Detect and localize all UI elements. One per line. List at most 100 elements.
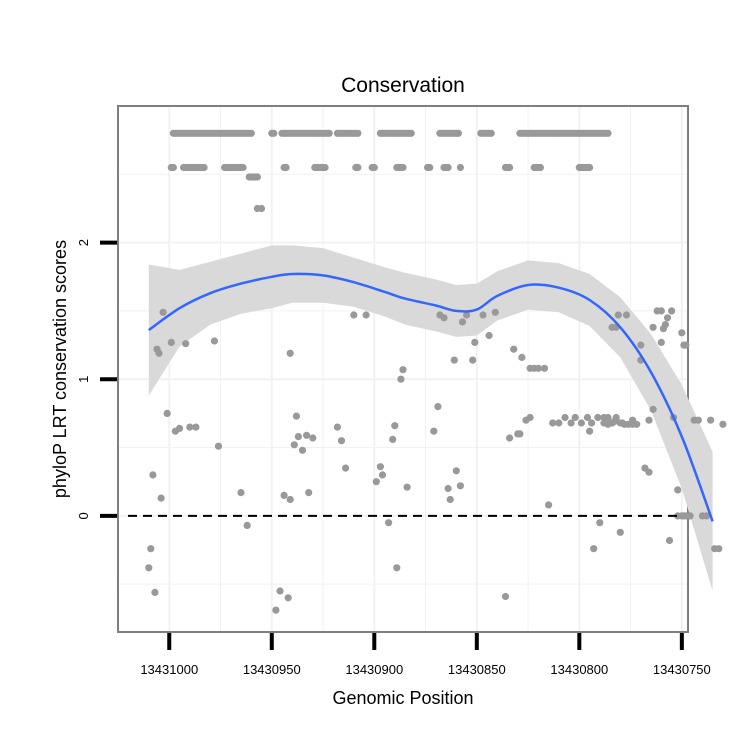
data-point [397, 375, 405, 383]
data-point [169, 163, 177, 172]
data-point [526, 413, 534, 422]
data-point [253, 173, 261, 181]
data-point [376, 463, 384, 471]
data-point [665, 536, 674, 545]
smooth-line-layer [128, 272, 714, 522]
data-point [243, 521, 251, 530]
data-point [452, 467, 460, 475]
data-point [604, 420, 612, 428]
data-point [561, 413, 569, 422]
data-point [272, 606, 280, 614]
data-point [567, 419, 575, 427]
x-tick-label: 13430800 [550, 662, 608, 677]
x-axis-title: Genomic Position [332, 688, 473, 708]
data-point [633, 420, 641, 428]
data-point [506, 163, 514, 172]
data-points-layer [145, 129, 727, 614]
x-tick-label: 13430750 [653, 662, 711, 677]
data-point [549, 419, 557, 427]
data-point [372, 478, 380, 486]
data-point [456, 163, 464, 172]
data-point [440, 314, 448, 322]
data-point [657, 307, 665, 315]
data-point [362, 311, 370, 319]
data-point [280, 491, 288, 499]
data-point [471, 338, 479, 346]
data-point [604, 129, 612, 137]
data-point [661, 321, 670, 329]
data-point [350, 311, 358, 319]
data-point [354, 129, 362, 137]
data-point [450, 356, 458, 364]
data-point [370, 163, 378, 172]
data-point [163, 409, 171, 417]
data-point [590, 545, 598, 553]
y-tick-label: 1 [76, 376, 91, 383]
data-point [155, 349, 163, 357]
data-point [389, 435, 397, 443]
data-point [586, 163, 594, 172]
data-point [325, 129, 333, 137]
data-point [649, 405, 657, 413]
data-point [399, 163, 407, 172]
data-point [622, 311, 631, 319]
data-point [469, 356, 477, 364]
confidence-ribbon-layer [148, 245, 713, 591]
data-point [200, 163, 208, 172]
x-tick-label: 13430850 [448, 662, 506, 677]
data-point [594, 413, 602, 422]
data-point [391, 422, 399, 430]
data-point [506, 434, 514, 442]
data-point [214, 442, 223, 450]
data-point [682, 341, 690, 349]
data-point [458, 318, 467, 326]
data-point [510, 345, 518, 353]
data-point [444, 484, 452, 493]
data-point [540, 364, 549, 372]
y-tick-label: 2 [76, 239, 91, 246]
data-point [321, 163, 329, 172]
data-point [182, 340, 190, 348]
x-tick-label: 13430900 [345, 662, 403, 677]
data-point [303, 431, 311, 439]
data-point [237, 489, 245, 497]
data-point [305, 489, 313, 497]
axis-ticks-layer: 13431000 13430950 13430900 13430850 13430800… [76, 239, 711, 677]
data-point [456, 482, 464, 490]
chart-title: Conservation [341, 74, 465, 97]
data-point [444, 163, 452, 172]
data-point [247, 129, 255, 137]
data-point [454, 129, 462, 137]
data-point [616, 528, 624, 536]
data-point [167, 338, 175, 346]
data-point [614, 311, 622, 319]
data-point [479, 311, 487, 319]
data-point [707, 416, 715, 424]
data-point [309, 434, 317, 442]
data-point [151, 588, 159, 597]
data-point [407, 129, 415, 137]
data-point [586, 427, 594, 435]
data-point [645, 416, 653, 424]
data-point [186, 423, 194, 431]
data-point [149, 471, 157, 479]
data-point [596, 519, 604, 527]
data-point [518, 353, 526, 361]
data-point [678, 329, 686, 337]
data-point [610, 418, 618, 426]
data-point [385, 519, 393, 527]
data-point [342, 464, 350, 472]
data-point [286, 349, 294, 357]
data-point [333, 423, 341, 431]
data-point [294, 433, 302, 441]
data-point [270, 129, 278, 137]
data-point [210, 337, 218, 345]
data-point [516, 430, 524, 438]
data-point [354, 163, 362, 172]
data-point [536, 163, 545, 172]
data-point [286, 495, 294, 504]
data-point [545, 501, 553, 509]
data-point [393, 564, 401, 572]
data-point [292, 412, 300, 420]
